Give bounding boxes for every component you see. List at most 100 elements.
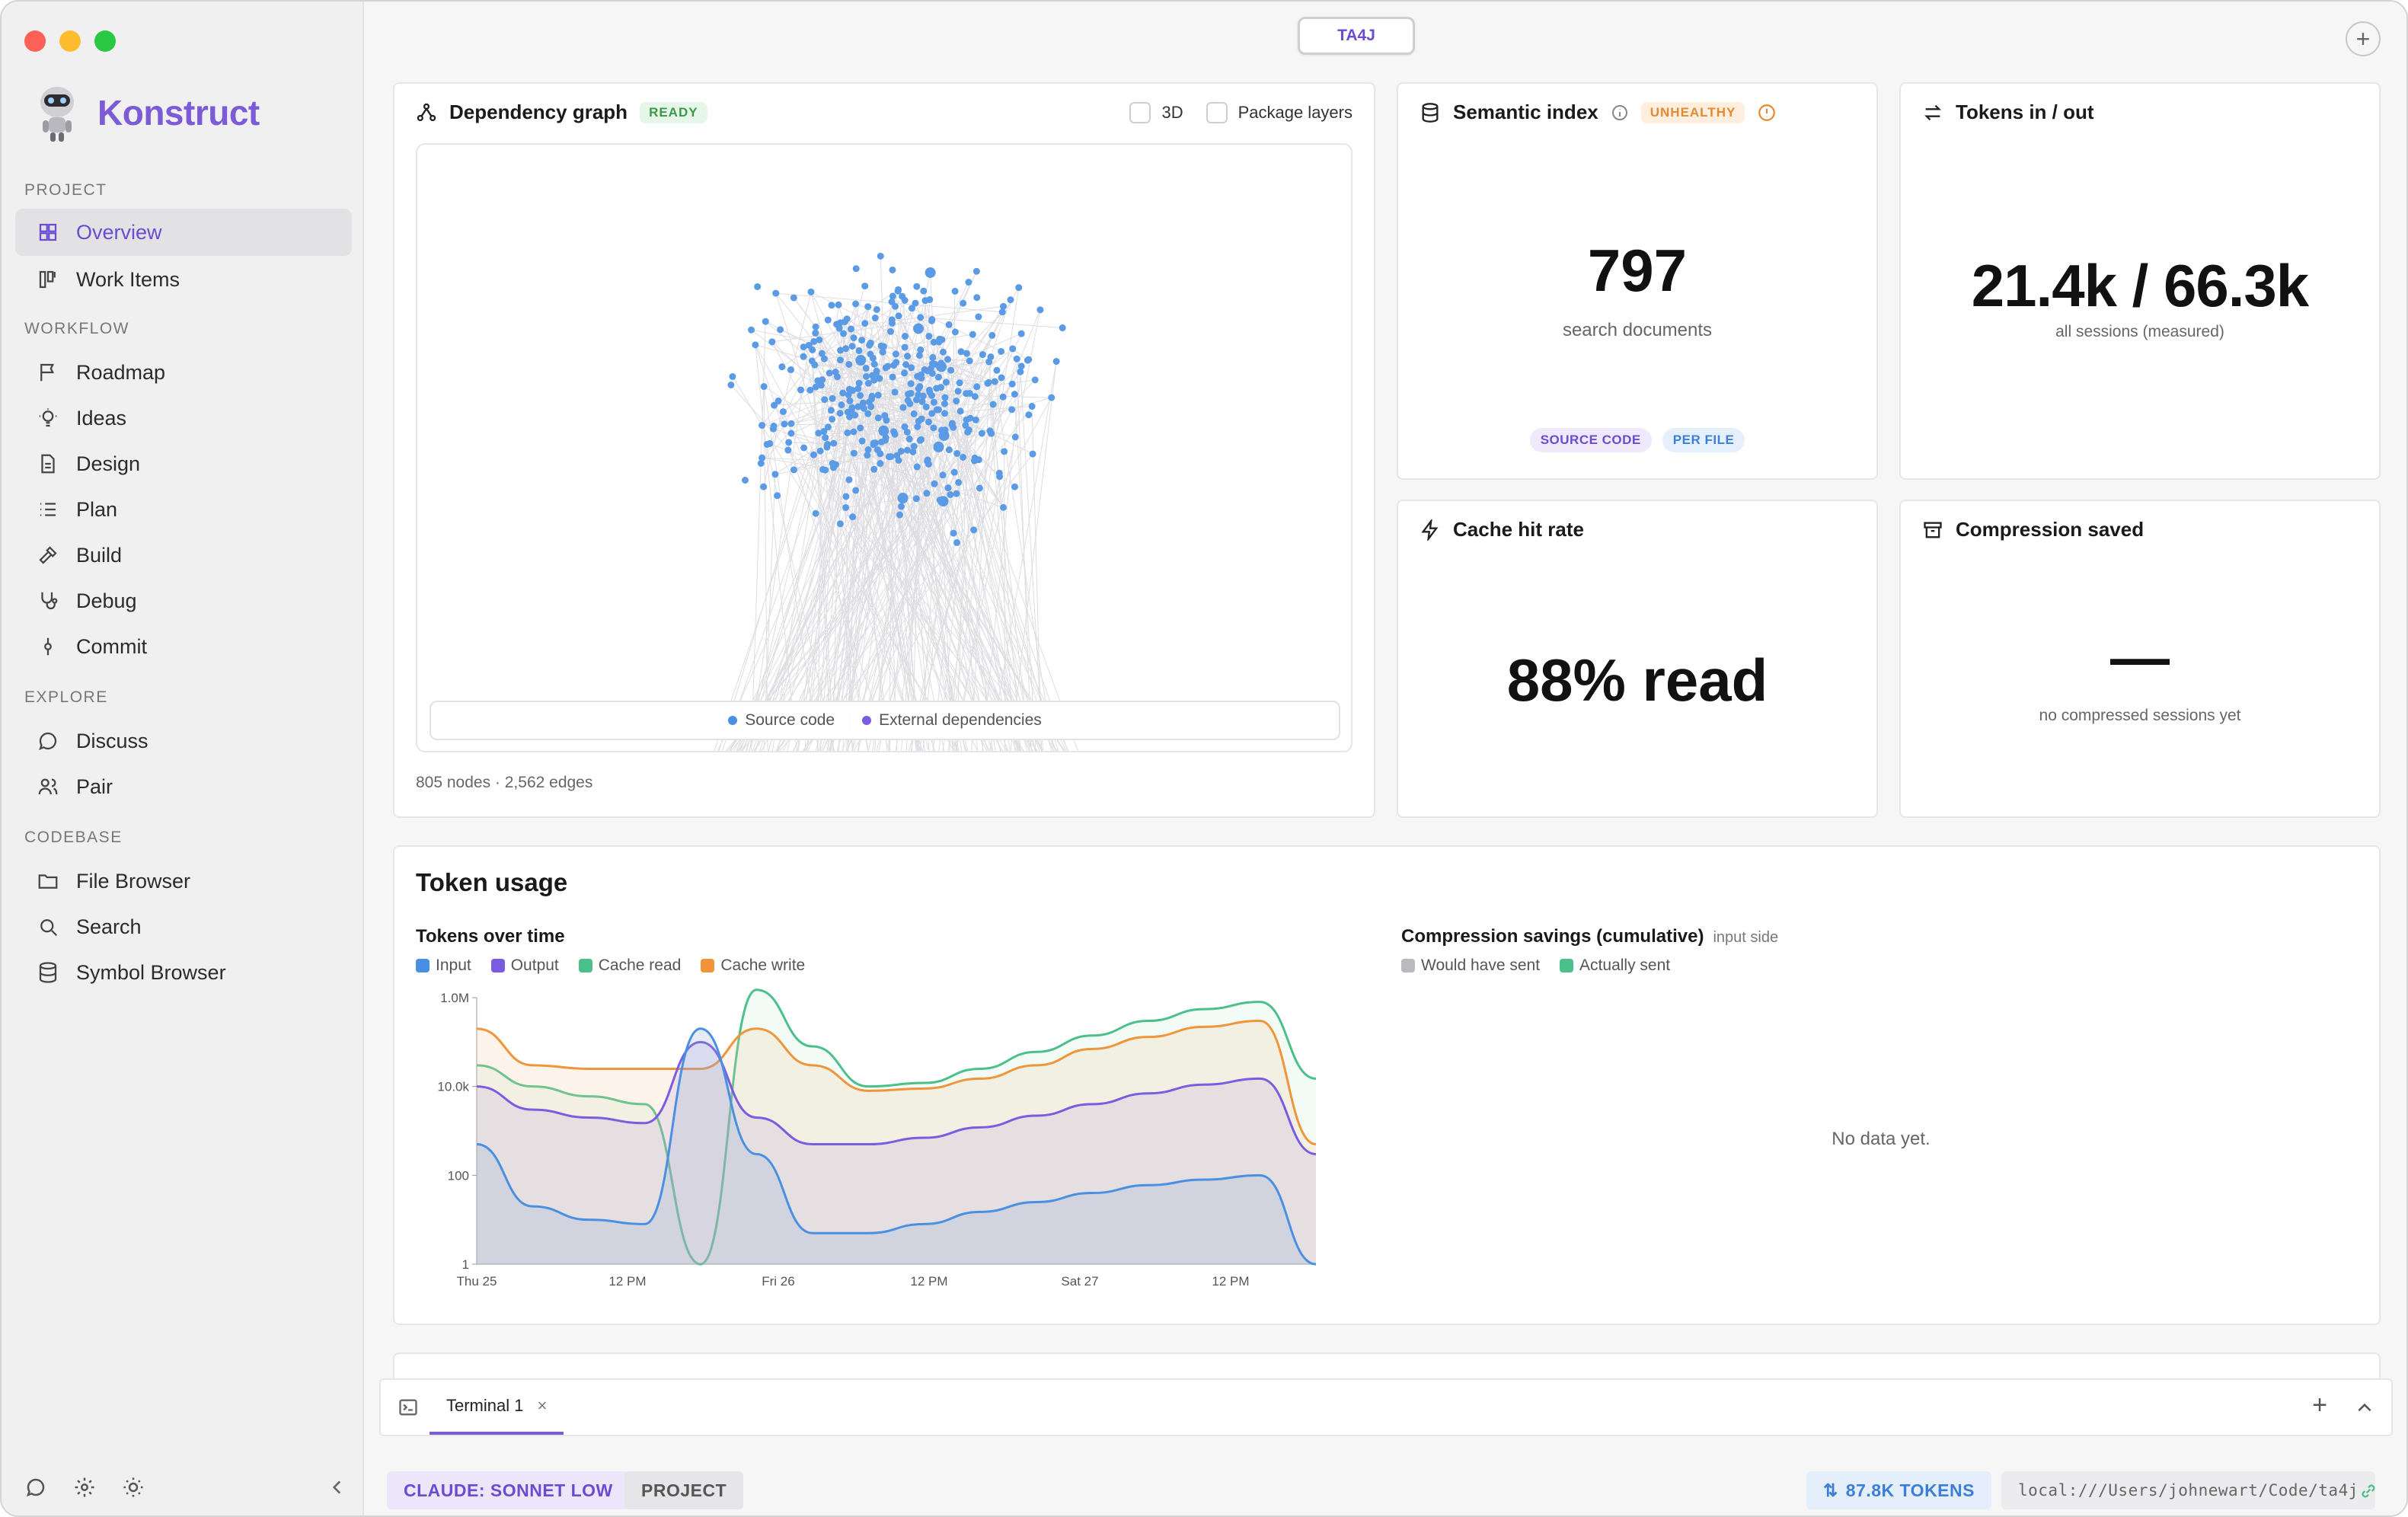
graph-node[interactable]: [816, 447, 824, 455]
graph-node[interactable]: [936, 361, 947, 372]
graph-node[interactable]: [941, 400, 949, 407]
minimize-window-button[interactable]: [59, 30, 81, 52]
graph-node[interactable]: [845, 360, 853, 368]
graph-node[interactable]: [917, 314, 925, 321]
graph-node[interactable]: [864, 446, 872, 453]
graph-node[interactable]: [887, 327, 895, 335]
graph-node[interactable]: [985, 378, 992, 386]
graph-node[interactable]: [867, 395, 875, 403]
graph-node[interactable]: [910, 442, 918, 450]
graph-node[interactable]: [972, 267, 980, 275]
graph-node[interactable]: [897, 493, 909, 504]
graph-node[interactable]: [978, 430, 985, 437]
graph-node[interactable]: [874, 391, 882, 399]
graph-node[interactable]: [877, 450, 884, 458]
sidebar-item-ideas[interactable]: Ideas: [15, 394, 352, 442]
graph-node[interactable]: [768, 338, 776, 346]
graph-node[interactable]: [760, 483, 768, 490]
graph-node[interactable]: [823, 443, 831, 451]
graph-node[interactable]: [957, 348, 965, 356]
graph-node[interactable]: [912, 495, 920, 503]
graph-node[interactable]: [839, 389, 847, 397]
series-line-cache-write[interactable]: [476, 1020, 1317, 1146]
sidebar-item-overview[interactable]: Overview: [15, 209, 352, 256]
graph-node[interactable]: [951, 287, 959, 295]
project-switcher[interactable]: TA4J: [1298, 17, 1415, 55]
graph-node[interactable]: [874, 414, 882, 422]
graph-node[interactable]: [837, 347, 845, 354]
graph-node[interactable]: [787, 366, 794, 374]
graph-node[interactable]: [850, 334, 857, 342]
graph-node[interactable]: [904, 353, 912, 360]
graph-node[interactable]: [848, 343, 856, 350]
graph-node[interactable]: [797, 386, 805, 394]
legend-cache-write[interactable]: Cache write: [701, 957, 805, 975]
graph-node[interactable]: [907, 380, 915, 388]
graph-node[interactable]: [769, 425, 777, 433]
terminal-icon[interactable]: [398, 1397, 419, 1418]
graph-node[interactable]: [988, 331, 996, 339]
graph-node[interactable]: [963, 350, 970, 357]
graph-node[interactable]: [898, 503, 905, 510]
sidebar-item-design[interactable]: Design: [15, 440, 352, 487]
graph-node[interactable]: [889, 266, 896, 273]
graph-node[interactable]: [939, 348, 947, 356]
graph-node[interactable]: [979, 351, 986, 359]
sidebar-item-debug[interactable]: Debug: [15, 577, 352, 624]
graph-node[interactable]: [1000, 503, 1008, 511]
graph-node[interactable]: [934, 373, 942, 381]
sidebar-item-pair[interactable]: Pair: [15, 763, 352, 810]
graph-node[interactable]: [1011, 483, 1019, 490]
graph-node[interactable]: [814, 377, 822, 385]
graph-node[interactable]: [903, 428, 911, 436]
graph-node[interactable]: [1052, 358, 1060, 366]
graph-node[interactable]: [944, 484, 952, 492]
graph-node[interactable]: [809, 346, 816, 353]
brand[interactable]: Konstruct: [35, 82, 260, 143]
graph-node[interactable]: [748, 326, 755, 334]
graph-node[interactable]: [778, 363, 786, 371]
graph-node[interactable]: [846, 397, 854, 404]
graph-node[interactable]: [925, 333, 933, 340]
graph-node[interactable]: [842, 503, 850, 511]
graph-node[interactable]: [855, 347, 863, 354]
graph-node[interactable]: [989, 401, 997, 408]
graph-node[interactable]: [896, 511, 904, 519]
graph-node[interactable]: [828, 302, 835, 309]
graph-node[interactable]: [836, 410, 844, 417]
graph-node[interactable]: [947, 366, 955, 374]
warning-info-icon[interactable]: [1757, 103, 1777, 123]
graph-node[interactable]: [905, 435, 913, 442]
graph-node[interactable]: [930, 424, 937, 432]
checkbox-package-layers[interactable]: [1206, 102, 1228, 123]
graph-node[interactable]: [800, 444, 808, 452]
graph-node[interactable]: [838, 401, 845, 409]
graph-node[interactable]: [873, 305, 880, 313]
graph-node[interactable]: [948, 420, 956, 427]
graph-node[interactable]: [818, 350, 826, 357]
graph-svg[interactable]: [417, 145, 1353, 752]
graph-node[interactable]: [971, 393, 979, 401]
sidebar-item-roadmap[interactable]: Roadmap: [15, 349, 352, 396]
graph-node[interactable]: [975, 313, 982, 321]
graph-node[interactable]: [1009, 345, 1017, 353]
graph-node[interactable]: [760, 383, 768, 391]
graph-node[interactable]: [921, 297, 929, 305]
graph-node[interactable]: [1059, 324, 1066, 332]
graph-node[interactable]: [918, 415, 925, 423]
graph-node[interactable]: [821, 396, 829, 404]
graph-node[interactable]: [953, 539, 961, 547]
graph-node[interactable]: [844, 429, 851, 436]
graph-node[interactable]: [942, 378, 950, 386]
graph-node[interactable]: [998, 347, 1005, 355]
graph-node[interactable]: [933, 385, 941, 392]
graph-node[interactable]: [881, 412, 889, 420]
graph-node[interactable]: [810, 337, 818, 345]
graph-node[interactable]: [855, 355, 867, 366]
graph-node[interactable]: [973, 383, 981, 391]
graph-node[interactable]: [966, 357, 973, 365]
graph-node[interactable]: [812, 323, 819, 331]
connection-link-icon[interactable]: [2358, 1480, 2379, 1502]
graph-node[interactable]: [1036, 306, 1044, 314]
graph-node[interactable]: [925, 418, 932, 426]
